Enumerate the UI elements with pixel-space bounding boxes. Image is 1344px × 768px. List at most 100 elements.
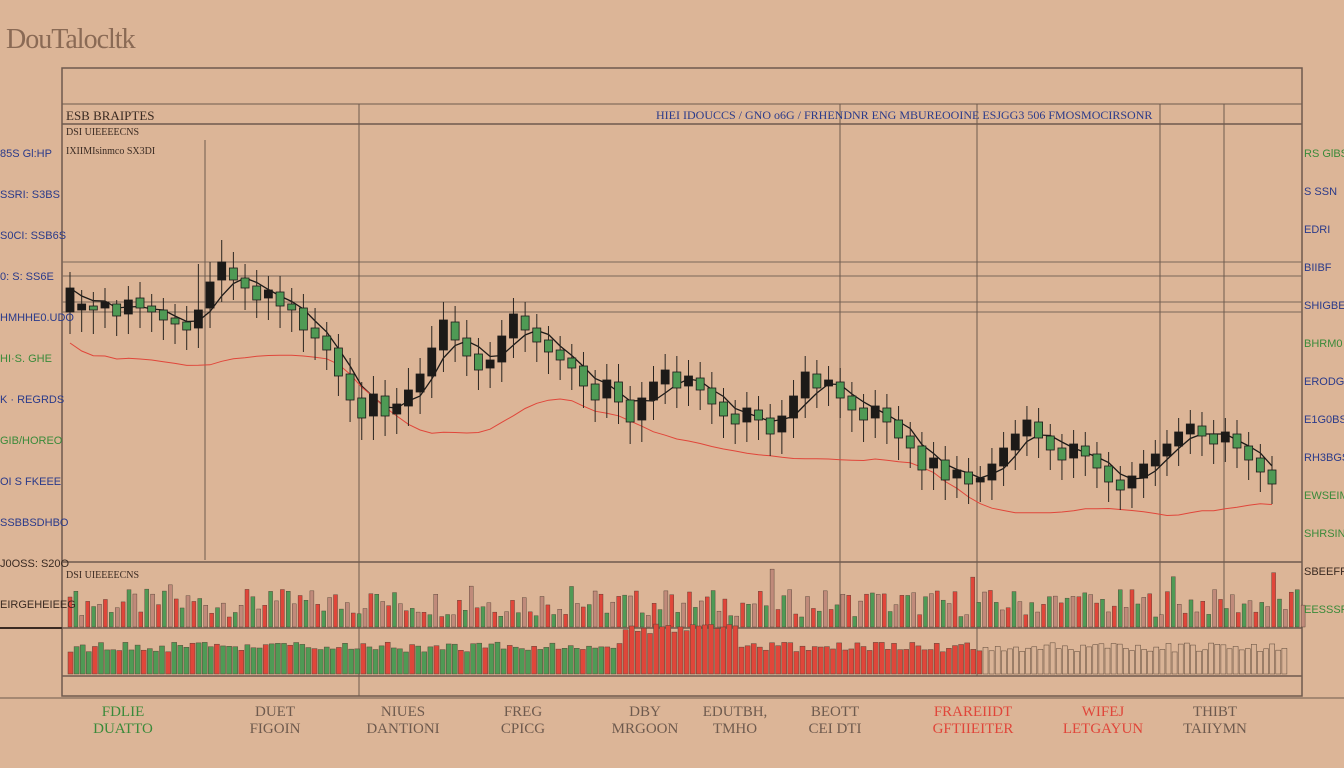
indicator-bar <box>1123 648 1129 675</box>
left-axis-label: HMHHE0.UDO <box>0 312 74 324</box>
indicator-bar <box>256 647 263 675</box>
indicator-bar <box>488 643 495 675</box>
indicator-bar <box>616 643 623 675</box>
candle-body <box>228 267 238 281</box>
indicator-bar <box>824 646 830 675</box>
indicator-bar <box>348 648 354 675</box>
volume-bar <box>1011 591 1017 628</box>
indicator-bar <box>513 646 519 675</box>
candle-body <box>695 377 705 391</box>
footer-label-line1: DUET <box>255 704 295 720</box>
candle-body <box>1220 431 1230 443</box>
candle-body <box>975 477 985 483</box>
indicator-bar <box>946 648 952 675</box>
candle-body <box>1197 425 1207 437</box>
candle-body <box>672 371 682 389</box>
footer-label-line1: FDLIE <box>101 704 145 720</box>
volume-bar <box>911 592 916 628</box>
indicator-bar <box>299 644 306 675</box>
indicator-bar <box>342 643 348 675</box>
volume-bar <box>982 591 987 628</box>
volume-bar <box>380 601 385 628</box>
candle-body <box>765 417 775 435</box>
candle-body <box>625 399 635 423</box>
indicator-bar <box>781 642 787 675</box>
volume-bar <box>1094 602 1099 628</box>
indicator-bar <box>305 647 312 675</box>
volume-bar <box>1182 612 1188 628</box>
volume-bar <box>787 589 792 628</box>
indicator-bar <box>360 643 367 675</box>
indicator-bar <box>1281 648 1288 675</box>
candle-body <box>158 309 168 321</box>
candle-body <box>427 347 437 377</box>
indicator-bar <box>122 642 129 675</box>
candle-body <box>567 357 577 369</box>
volume-bar <box>1294 589 1300 628</box>
right-axis-label: BHRM0 <box>1304 338 1343 350</box>
volume-bar <box>144 588 149 628</box>
candle-body <box>1244 445 1254 461</box>
indicator-bar <box>799 645 806 675</box>
indicator-bar <box>1031 646 1038 675</box>
left-axis-label: SSRI: S3BS <box>0 189 60 201</box>
indicator-bar <box>628 625 635 675</box>
candle-body <box>730 413 740 425</box>
chart-outer-frame <box>61 67 1303 697</box>
volume-bar <box>533 615 539 628</box>
volume-bar <box>262 605 267 628</box>
candle-body <box>485 359 495 369</box>
volume-bar <box>1253 611 1259 628</box>
volume-bar <box>722 598 728 628</box>
indicator-bar <box>165 651 171 675</box>
volume-bar <box>923 596 928 628</box>
footer-label-line2: CPICG <box>500 721 546 737</box>
volume-bar <box>817 610 822 628</box>
volume-bar <box>1076 596 1082 628</box>
volume-bar <box>746 604 751 628</box>
volume-bar <box>91 606 96 628</box>
candle-body <box>964 471 973 485</box>
volume-bar <box>474 607 480 628</box>
indicator-bar <box>970 649 977 675</box>
volume-bar <box>386 605 391 628</box>
indicator-bar <box>549 642 556 675</box>
footer-label-line2: DUATTO <box>93 721 153 737</box>
candle-body <box>812 373 822 389</box>
left-axis-label: 85S Gl:HP <box>0 148 52 160</box>
indicator-bar <box>439 649 446 675</box>
indicator-bar <box>604 646 611 675</box>
indicator-bar <box>842 649 848 675</box>
indicator-bar <box>787 642 794 675</box>
volume-bar <box>398 603 403 628</box>
main-panel-tag-1: DSI UIEEEECNS <box>66 127 140 138</box>
candle-body <box>719 401 728 417</box>
indicator-bar <box>775 645 781 675</box>
volume-bar <box>109 612 114 628</box>
volume-bar <box>1171 576 1176 628</box>
indicator-bar <box>433 645 440 675</box>
indicator-bar <box>244 644 251 675</box>
indicator-bar <box>116 650 123 675</box>
volume-bar <box>280 589 285 628</box>
volume-bar <box>852 616 857 628</box>
candle-body <box>999 447 1008 467</box>
candle-body <box>310 327 320 339</box>
indicator-bar <box>384 641 391 675</box>
volume-bar <box>1082 592 1088 628</box>
indicator-bar <box>293 642 299 675</box>
candle-body <box>870 405 880 419</box>
indicator-bar <box>885 649 891 675</box>
indicator-bar <box>1251 644 1257 675</box>
indicator-bar <box>1055 648 1062 675</box>
candle-body <box>509 313 518 339</box>
indicator-bar <box>531 646 537 675</box>
indicator-bar <box>1263 648 1269 675</box>
volume-bar <box>1100 599 1105 628</box>
indicator-bar <box>519 648 525 675</box>
main-plot-area <box>64 126 1300 560</box>
indicator-bar <box>586 645 592 675</box>
indicator-bar <box>659 626 665 675</box>
candle-body <box>404 389 413 407</box>
